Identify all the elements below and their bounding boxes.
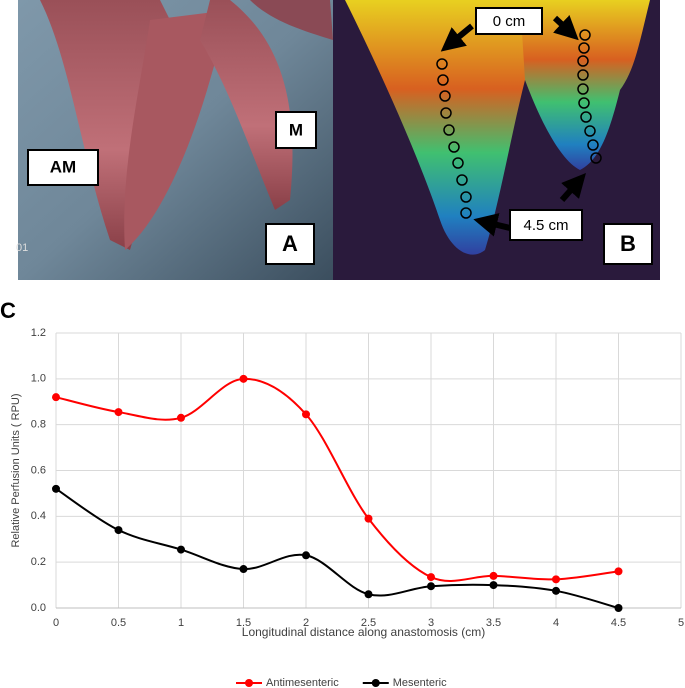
- tag-box: [27, 149, 99, 186]
- x-tick-label: 1: [178, 617, 184, 629]
- tag-box: [475, 7, 543, 35]
- tag-box: [275, 111, 317, 149]
- data-point: [427, 573, 435, 582]
- y-tick-label: 0.6: [31, 464, 46, 476]
- data-point: [239, 565, 248, 574]
- tissue: [250, 0, 333, 40]
- tag-box: [509, 209, 583, 241]
- y-tick-label: 1.2: [31, 327, 46, 339]
- x-tick-label: 2: [303, 617, 309, 629]
- x-tick-label: 4: [553, 617, 559, 629]
- data-point: [52, 484, 60, 493]
- data-point: [489, 571, 498, 580]
- y-axis-label: Relative Perfusion Units ( RPU): [10, 393, 22, 547]
- data-point: [52, 393, 60, 402]
- series-line: [55, 487, 619, 609]
- data-point: [552, 586, 560, 595]
- y-tick-label: 0.8: [31, 419, 46, 431]
- label-box: [603, 223, 653, 265]
- x-tick-label: 4.5: [611, 617, 626, 629]
- x-tick-label: 0: [53, 617, 59, 629]
- legend-item: Antimesenteric: [236, 677, 339, 688]
- x-tick-label: 1.5: [236, 617, 251, 629]
- x-tick-label: 0.5: [111, 617, 126, 629]
- panel-label: C: [0, 298, 16, 323]
- data-point: [239, 374, 248, 383]
- series-line: [55, 377, 619, 582]
- data-point: [114, 408, 123, 417]
- roi-circles: [436, 29, 602, 219]
- tag-m: M: [289, 120, 303, 139]
- label-box: [265, 223, 315, 265]
- y-tick-label: 0.4: [31, 510, 46, 522]
- tissue: [124, 10, 230, 250]
- data-point: [302, 410, 310, 419]
- tag-start: 0 cm: [493, 13, 526, 30]
- data-point: [302, 551, 310, 560]
- data-point: [364, 590, 373, 599]
- timestamp: 01: [16, 242, 28, 254]
- x-tick-label: 3.5: [486, 617, 501, 629]
- x-tick-label: 3: [428, 617, 434, 629]
- y-tick-label: 1.0: [31, 373, 46, 385]
- legend-label: Antimesenteric: [266, 677, 339, 688]
- data-point: [552, 575, 560, 584]
- x-axis-label: Longitudinal distance along anastomosis …: [242, 625, 485, 639]
- legend-marker: [371, 679, 380, 687]
- tissue: [200, 0, 293, 210]
- legend-item: Mesenteric: [362, 677, 447, 688]
- perfusion-map: [345, 0, 530, 255]
- data-point: [114, 526, 123, 535]
- data-point: [489, 581, 498, 590]
- data-point: [614, 604, 623, 612]
- legend-marker: [245, 679, 253, 687]
- chart: 0.0 0.2 0.4 0.6 0.8 1.0 1.2 0 0.5 1 1.5 2 2.5 3 3.5 4 4.…: [10, 327, 684, 688]
- x-tick-label: 2.5: [361, 617, 376, 629]
- arrows: [440, 15, 586, 237]
- x-tick-label: 5: [678, 617, 684, 629]
- data-point: [177, 413, 185, 422]
- panel-a: AM M A 01: [16, 0, 333, 280]
- data-point: [427, 582, 435, 591]
- data-point: [364, 514, 373, 523]
- data-point: [614, 567, 623, 576]
- tag-end: 4.5 cm: [523, 217, 568, 234]
- y-tick-label: 0.0: [31, 602, 46, 614]
- tag-am: AM: [50, 157, 76, 176]
- panel-b: 0 cm 4.5 cm B: [333, 0, 660, 280]
- legend-label: Mesenteric: [393, 677, 447, 688]
- panel-label: A: [282, 231, 298, 256]
- panel-label: B: [620, 231, 636, 256]
- data-point: [177, 545, 185, 554]
- y-tick-label: 0.2: [31, 556, 46, 568]
